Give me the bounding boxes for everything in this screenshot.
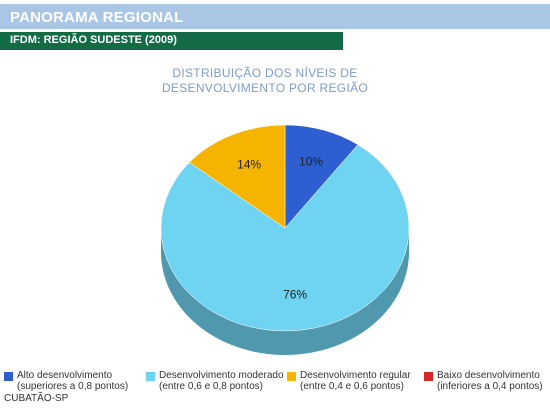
legend-swatch-0 xyxy=(4,372,13,381)
legend-swatch-2 xyxy=(287,372,296,381)
legend-swatch-3 xyxy=(424,372,433,381)
chart-title: DISTRIBUIÇÃO DOS NÍVEIS DE DESENVOLVIMEN… xyxy=(140,66,390,96)
legend-label-0: Alto desenvolvimento (superiores a 0,8 po… xyxy=(17,370,129,392)
header-bar: PANORAMA REGIONAL xyxy=(0,4,550,29)
pie-slice-1 xyxy=(160,144,410,332)
page-title: PANORAMA REGIONAL xyxy=(10,9,184,26)
legend-label-3: Baixo desenvolvimento (inferiores a 0,4 p… xyxy=(437,370,543,392)
slice-label-0: 10% xyxy=(299,154,323,168)
chart-title-line-2: DESENVOLVIMENTO POR REGIÃO xyxy=(161,81,369,95)
pie-slice-2 xyxy=(189,124,286,229)
slice-label-2: 14% xyxy=(237,158,261,172)
pie-slice-0 xyxy=(284,124,359,229)
pie-side-1 xyxy=(161,228,409,355)
legend-swatch-1 xyxy=(146,372,155,381)
legend-label-1: Desenvolvimento moderado (entre 0,6 e 0,8… xyxy=(159,370,284,392)
legend: Alto desenvolvimento (superiores a 0,8 po… xyxy=(4,370,550,402)
legend-label-2: Desenvolvimento regular (entre 0,4 e 0,6 … xyxy=(300,370,411,392)
slice-label-1: 76% xyxy=(283,287,307,301)
subheader-title: IFDM: REGIÃO SUDESTE (2009) xyxy=(10,34,177,46)
pie-side xyxy=(161,228,409,355)
footnote: CUBATÃO-SP xyxy=(4,393,69,404)
chart-title-line-1: DISTRIBUIÇÃO DOS NÍVEIS DE xyxy=(172,66,358,80)
subheader-bar: IFDM: REGIÃO SUDESTE (2009) xyxy=(0,32,343,50)
